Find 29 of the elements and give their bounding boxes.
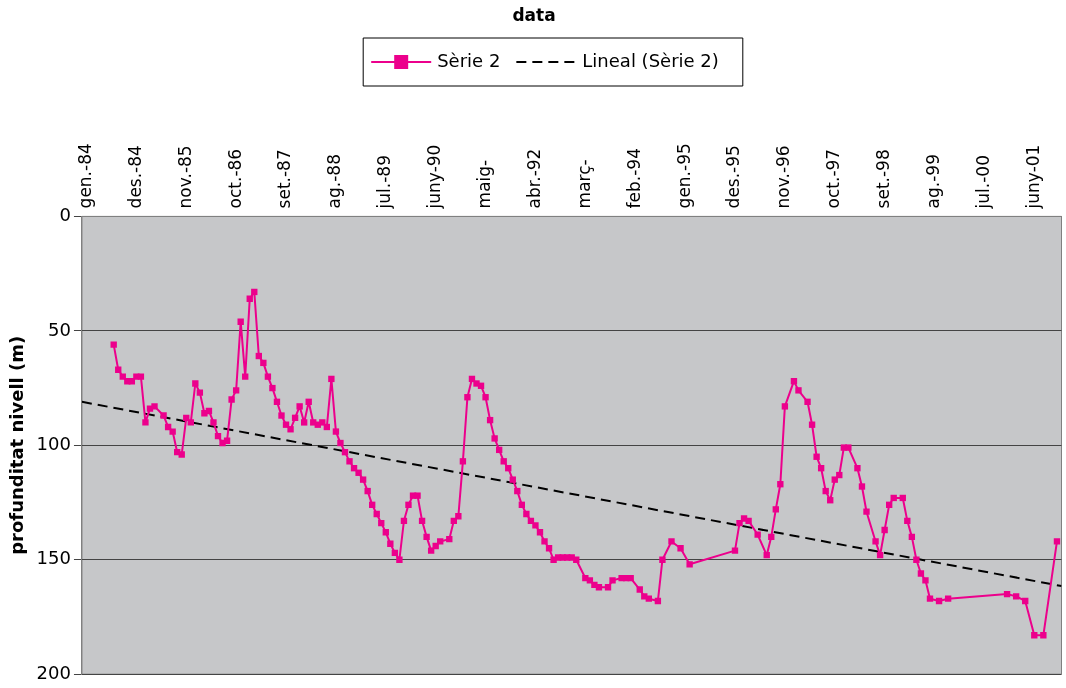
x-tick-label: des.-84 [124,145,145,209]
x-tick-label: juny-90 [424,144,445,210]
x-tick-label: gen.-95 [673,143,694,209]
y-axis-title: profunditat nivell (m) [6,335,28,555]
y-tick-label: 50 [48,318,71,340]
x-tick-label: abr.-92 [523,148,544,209]
legend-label: Sèrie 2 [437,49,501,71]
y-tick-label: 200 [36,661,71,683]
x-tick-label: ag.-88 [324,154,345,209]
x-tick-label: feb.-94 [623,147,644,209]
x-tick-label: oct.-97 [823,148,844,209]
x-tick-label: ag.-99 [922,154,943,209]
x-tick-label: maig- [473,159,494,209]
x-tick-label: nov.-85 [174,145,195,209]
x-tick-label: oct.-86 [224,148,245,209]
y-tick-label: 150 [36,547,71,569]
y-tick-label: 100 [36,432,71,454]
x-tick-label: set.-87 [274,149,295,209]
x-tick-label: nov.-96 [773,145,794,209]
x-tick-label: gen.-84 [74,143,95,209]
x-tick-label: set.-98 [873,149,894,209]
x-tick-label: març- [573,159,594,209]
chart-title: data [512,4,556,25]
x-tick-label: des.-95 [723,145,744,209]
x-tick-label: jul.-89 [374,155,395,210]
x-tick-label: juny-01 [1022,144,1043,210]
y-tick-label: 0 [59,204,71,226]
x-tick-label: jul.-00 [972,155,993,210]
legend-label: Lineal (Sèrie 2) [582,49,719,71]
